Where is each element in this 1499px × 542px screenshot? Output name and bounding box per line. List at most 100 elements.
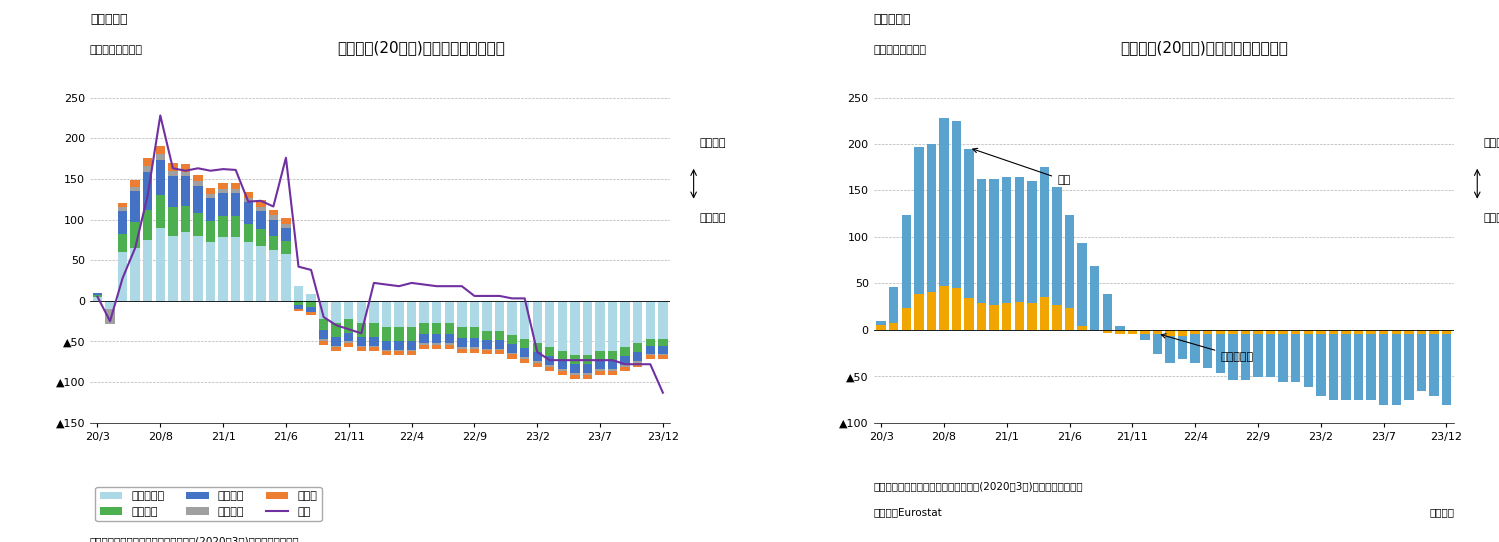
Bar [105,301,115,309]
Bar [507,301,517,335]
Bar [583,373,592,375]
Bar [621,367,630,371]
Bar [432,343,441,345]
Bar [570,373,580,375]
Bar [256,207,265,211]
Bar [633,352,643,361]
Bar [914,147,923,330]
Bar [483,349,492,351]
Bar [1027,181,1037,330]
Bar [168,171,177,177]
Bar [243,203,253,223]
Bar [369,346,379,347]
Bar [118,203,127,208]
Bar [609,301,618,351]
Bar [532,363,543,367]
Bar [1279,330,1288,382]
Bar [1204,330,1213,368]
Bar [1417,330,1426,391]
Bar [914,294,923,330]
Bar [231,237,240,301]
Bar [282,241,291,254]
Bar [457,338,466,347]
Bar [646,301,655,339]
Bar [483,340,492,349]
Bar [432,301,441,323]
Bar [382,301,391,327]
Bar [570,356,580,364]
Bar [1040,298,1049,330]
Bar [193,213,202,236]
Bar [1417,330,1426,333]
Bar [1103,330,1112,333]
Bar [483,301,492,331]
Bar [1342,330,1351,401]
Bar [1442,330,1451,405]
Bar [181,164,190,171]
Bar [507,344,517,353]
Bar [205,198,216,221]
Bar [1052,187,1061,330]
Bar [889,324,898,330]
Bar [306,301,316,307]
Bar [1391,330,1402,405]
Bar [331,323,340,337]
Bar [181,176,190,205]
Bar [507,354,517,359]
Bar [282,218,291,223]
Bar [345,343,354,347]
Bar [268,210,279,215]
Bar [357,347,366,351]
Bar [331,301,340,323]
Bar [621,365,630,367]
Bar [1141,330,1150,340]
Bar [1190,330,1199,333]
Bar [457,301,466,327]
Bar [570,301,580,356]
Bar [1153,330,1162,333]
Bar [583,364,592,373]
Bar [507,335,517,344]
Bar [420,343,429,345]
Bar [520,339,529,348]
Bar [156,146,165,154]
Bar [219,189,228,193]
Bar [1367,330,1376,333]
Bar [130,187,139,191]
Bar [357,337,366,346]
Bar [168,208,177,236]
Bar [369,337,379,346]
Bar [345,332,354,341]
Bar [268,236,279,250]
Bar [118,211,127,234]
Bar [357,323,366,337]
Bar [93,297,102,301]
Bar [294,309,303,311]
Bar [1304,330,1313,386]
Bar [1241,330,1250,333]
Bar [1316,330,1325,396]
Bar [1291,330,1301,382]
Bar [219,193,228,216]
Bar [1027,303,1037,330]
Text: （基準差、万人）: （基準差、万人） [90,46,142,55]
Bar [646,346,655,354]
Bar [558,369,567,371]
Bar [595,301,604,351]
Text: 失業者減: 失業者減 [1483,213,1499,223]
Bar [193,175,202,181]
Bar [243,242,253,301]
Bar [558,301,567,351]
Bar [319,319,328,330]
Bar [1405,330,1414,401]
Bar [231,183,240,189]
Bar [382,350,391,351]
Bar [595,360,604,369]
Bar [1001,303,1012,330]
Bar [609,369,618,371]
Bar [319,341,328,345]
Bar [558,360,567,369]
Bar [406,327,417,341]
Bar [595,351,604,360]
Bar [469,349,480,353]
